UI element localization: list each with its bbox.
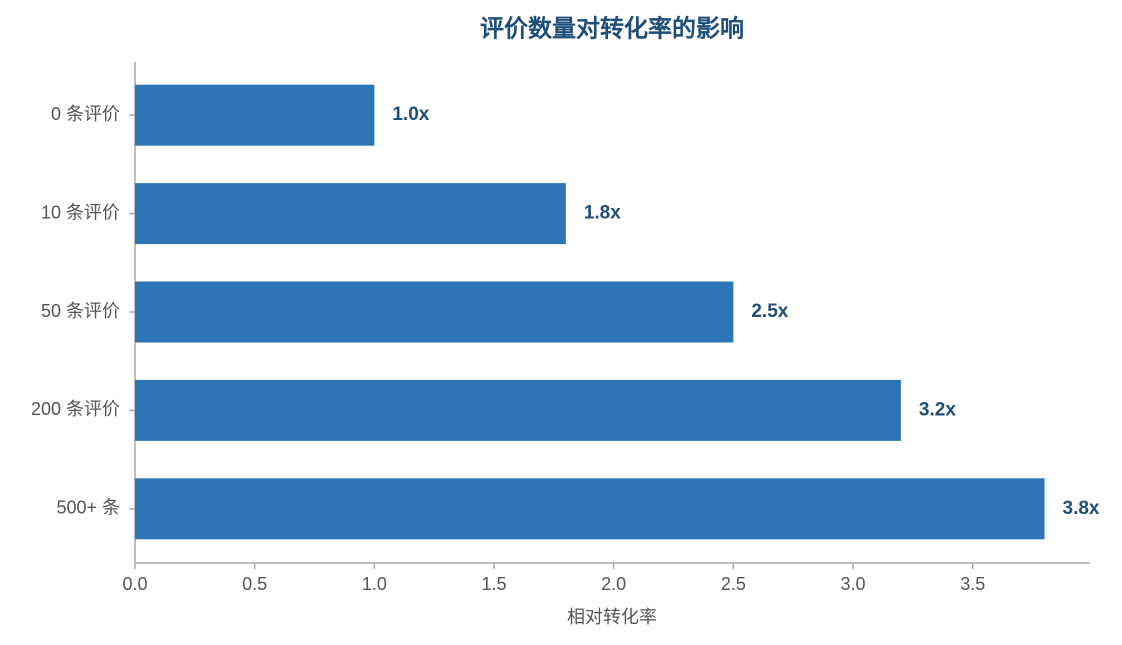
bar (135, 281, 734, 343)
value-label: 1.0x (392, 104, 429, 125)
x-tick-label: 3.0 (841, 574, 866, 594)
x-axis-label: 相对转化率 (567, 607, 657, 627)
x-tick-label: 0.5 (242, 574, 267, 594)
value-label: 3.8x (1063, 498, 1100, 519)
x-tick-label: 1.0 (362, 574, 387, 594)
value-label: 1.8x (584, 203, 621, 224)
x-tick-label: 1.5 (482, 574, 507, 594)
y-tick-label: 200 条评价 (31, 399, 120, 419)
bar (135, 379, 901, 441)
x-tick-label: 0.0 (122, 574, 147, 594)
bar (135, 84, 375, 146)
bar (135, 183, 566, 245)
bar (135, 478, 1045, 540)
x-tick-label: 2.5 (721, 574, 746, 594)
value-label: 3.2x (919, 399, 956, 420)
y-tick-label: 10 条评价 (41, 202, 120, 222)
x-tick-label: 2.0 (601, 574, 626, 594)
value-label: 2.5x (751, 301, 788, 322)
y-tick-label: 500+ 条 (56, 498, 120, 518)
y-tick-label: 0 条评价 (51, 104, 120, 124)
chart-title: 评价数量对转化率的影响 (480, 14, 744, 42)
x-tick-label: 3.5 (960, 574, 985, 594)
y-tick-label: 50 条评价 (41, 301, 120, 321)
